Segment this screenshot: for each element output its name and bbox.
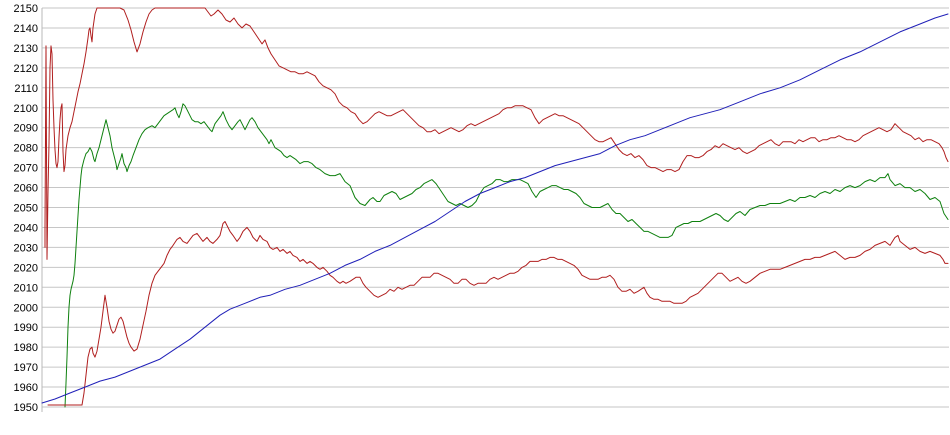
series-upper-red-band-line	[44, 7, 949, 260]
y-axis-tick-label: 2060	[14, 183, 38, 195]
y-axis-tick-label: 1960	[14, 382, 38, 394]
y-axis-tick-label: 2080	[14, 143, 38, 155]
y-axis-tick-label: 1970	[14, 362, 38, 374]
y-axis-tick-label: 2050	[14, 203, 38, 215]
y-axis-tick-label: 1950	[14, 402, 38, 414]
series-green-mid-line-line	[64, 103, 949, 408]
y-axis-tick-label: 2010	[14, 282, 38, 294]
y-axis-tick-label: 2090	[14, 123, 38, 135]
y-axis-tick-label: 2070	[14, 163, 38, 175]
y-axis-tick-label: 2020	[14, 262, 38, 274]
y-axis-tick-label: 2000	[14, 302, 38, 314]
y-axis-tick-label: 2120	[14, 63, 38, 75]
y-axis-tick-label: 2150	[14, 3, 38, 15]
series-blue-baseline-line	[41, 13, 949, 404]
y-axis-tick-label: 2140	[14, 23, 38, 35]
y-axis-tick-label: 2030	[14, 242, 38, 254]
y-axis-tick-label: 2110	[14, 83, 38, 95]
y-axis-tick-label: 2040	[14, 222, 38, 234]
series-lower-red-band-line	[47, 221, 949, 406]
y-axis-tick-label: 2130	[14, 43, 38, 55]
y-axis-tick-label: 2100	[14, 103, 38, 115]
y-axis-tick-label: 1990	[14, 322, 38, 334]
y-axis-tick-label: 1980	[14, 342, 38, 354]
